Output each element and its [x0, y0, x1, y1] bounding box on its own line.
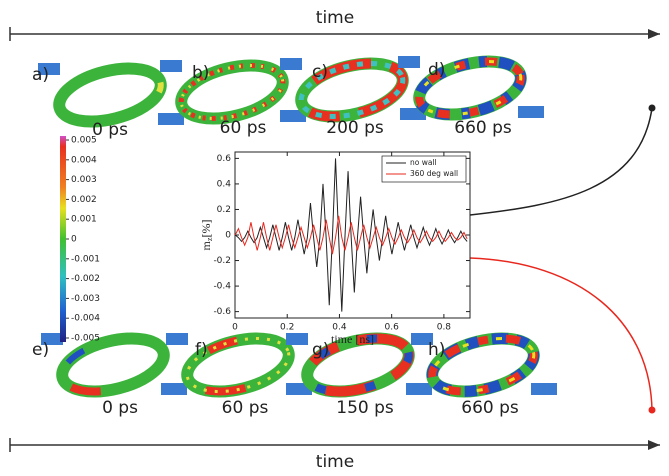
colorbar: -0.005 -0.004 -0.003 -0.002 -0.001 0 0.001 0.00…: [60, 136, 100, 344]
ring-pattern: [183, 334, 293, 396]
colorbar-tick-label: 0.001: [71, 215, 97, 225]
legend-label: no wall: [410, 158, 437, 167]
lead: [158, 113, 184, 125]
panel-time: 660 ps: [454, 118, 512, 138]
legend-label: 360 deg wall: [410, 169, 458, 178]
colorbar-tick-label: 0.002: [71, 195, 97, 205]
panel-time: 60 ps: [222, 398, 269, 418]
time-label: time: [316, 8, 354, 28]
ring: [56, 332, 170, 398]
panel-label: e): [32, 340, 49, 360]
panel-time: 200 ps: [326, 118, 384, 138]
colorbar-tick-label: -0.005: [71, 334, 100, 344]
lead: [531, 383, 557, 395]
panel-label: a): [32, 65, 49, 85]
x-tick-label: 0: [232, 323, 238, 333]
panel-label: b): [192, 63, 209, 83]
ring-image: [40, 332, 187, 398]
x-tick-label: 0.8: [437, 323, 452, 333]
panel-label: c): [312, 62, 328, 82]
colorbar-tick-label: -0.001: [71, 254, 100, 264]
panel-time: 0 ps: [92, 120, 128, 140]
ring-pattern: [185, 337, 291, 393]
y-tick-label: 0: [225, 231, 231, 241]
y-tick-label: -0.2: [213, 256, 231, 266]
lead: [411, 333, 433, 345]
x-tick-label: 0.2: [280, 323, 294, 333]
panel-label: g): [312, 340, 329, 360]
panel-label: h): [428, 340, 445, 360]
y-axis-label: mz[%]: [199, 220, 214, 251]
panel-time: 150 ps: [336, 398, 394, 418]
lead: [160, 60, 182, 72]
ring-pattern: [430, 337, 536, 393]
y-label-sub: z: [205, 237, 214, 241]
y-tick-label: -0.6: [213, 307, 231, 317]
x-tick-label: 0.6: [385, 323, 400, 333]
line-chart: -0.6 -0.4 -0.2 0 0.2 0.4 0.6 0 0.2 0.4 0.6 0.8 time …: [199, 151, 471, 346]
legend-box: [381, 155, 467, 183]
ring-image: [411, 332, 557, 398]
panel-label: f): [195, 340, 208, 360]
y-tick-label: 0.4: [217, 179, 232, 189]
colorbar-tick-label: 0.004: [71, 155, 97, 165]
time-arrow-top: [9, 27, 660, 41]
lead: [280, 110, 306, 122]
colorbar-tick-label: 0: [71, 235, 77, 245]
panel-label: d): [428, 60, 445, 80]
lead: [161, 383, 187, 395]
y-label-main: m: [199, 240, 213, 250]
time-arrow-bottom: [9, 438, 660, 452]
x-axis-label: time [ns]: [331, 332, 374, 346]
ring-image: [398, 55, 544, 121]
x-tick-label: 0.4: [332, 323, 347, 333]
colorbar-tick-label: -0.004: [71, 314, 100, 324]
ring-pattern: [303, 334, 413, 396]
y-tick-label: 0.6: [217, 154, 232, 164]
colorbar-tick-label: 0.003: [71, 175, 97, 185]
panel-time: 0 ps: [102, 398, 138, 418]
lead: [166, 333, 188, 345]
colorbar-tick-label: 0.005: [71, 136, 97, 146]
probe-dot: [648, 104, 656, 112]
colorbar-tick-label: -0.002: [71, 274, 100, 284]
y-tick-label: -0.4: [213, 282, 231, 292]
time-label: time: [316, 452, 354, 472]
lead: [40, 333, 63, 345]
lead: [398, 56, 420, 68]
connector: [469, 107, 653, 216]
colorbar-fill: [60, 136, 66, 342]
lead: [406, 383, 432, 395]
connector: [469, 257, 653, 411]
y-tick-label: 0.2: [217, 205, 231, 215]
probe-dot: [648, 406, 656, 414]
colorbar-tick-label: -0.003: [71, 294, 100, 304]
lead: [37, 63, 60, 75]
panels: a) 0 ps b) 60 ps c) 200 ps d) 660 ps e) 0 ps f) 60 …: [32, 55, 656, 418]
y-label-unit: [%]: [199, 220, 213, 238]
panel-time: 60 ps: [220, 118, 267, 138]
ring-image: [286, 332, 432, 398]
series-line: [234, 158, 468, 312]
lead: [286, 333, 308, 345]
ring-pattern: [417, 60, 523, 116]
ring-image: [280, 57, 426, 123]
series-line: [234, 215, 468, 255]
lead: [518, 106, 544, 118]
lead: [280, 58, 302, 70]
panel-time: 660 ps: [461, 398, 519, 418]
